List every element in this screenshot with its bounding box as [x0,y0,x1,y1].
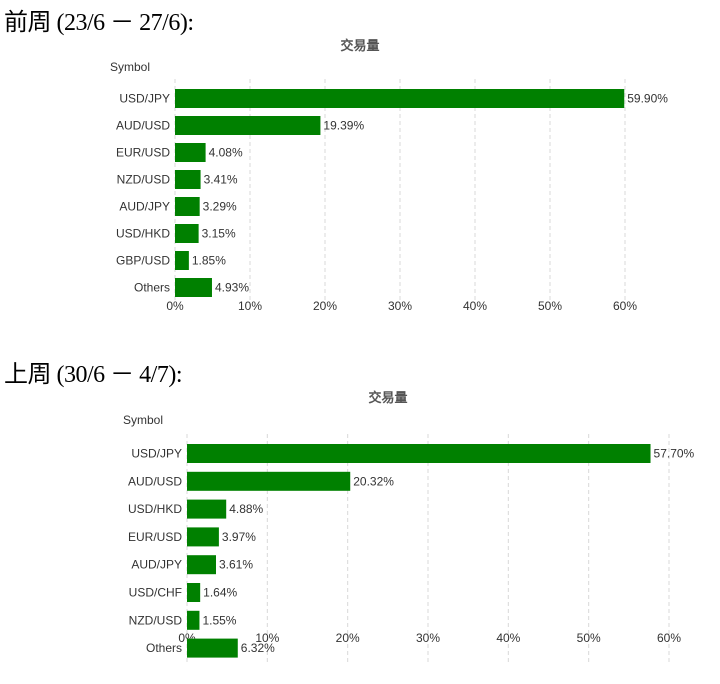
category-label: EUR/USD [116,146,170,160]
category-label: USD/CHF [129,586,182,600]
section-heading-prev-week: 前周 (23/6 － 27/6): [4,10,194,36]
chart-title: 交易量 [340,38,379,53]
bar [175,224,199,243]
bar-value-label: 6.32% [241,641,275,655]
bar-value-label: 3.41% [204,173,238,187]
bar-value-label: 3.61% [219,558,253,572]
category-label: USD/HKD [116,227,170,241]
bar-value-label: 3.97% [222,530,256,544]
x-tick-label: 20% [336,631,360,645]
category-label: NZD/USD [129,613,183,627]
y-axis-label: Symbol [110,60,150,74]
x-tick-label: 40% [463,299,487,313]
x-tick-label: 60% [613,299,637,313]
category-label: USD/HKD [128,502,182,516]
bar [175,143,206,162]
section-heading-last-week: 上周 (30/6 － 4/7): [4,362,183,388]
category-label: NZD/USD [117,173,171,187]
category-label: EUR/USD [128,530,182,544]
chart-title: 交易量 [368,390,407,405]
bar-value-label: 1.55% [202,613,236,627]
x-tick-label: 10% [255,631,279,645]
category-label: AUD/USD [116,119,170,133]
bar [175,251,189,270]
bar [187,499,227,519]
bar [175,116,321,135]
bar [175,197,200,216]
bar-value-label: 20.32% [353,474,394,488]
x-tick-label: 20% [313,299,337,313]
bar-value-label: 1.85% [192,254,226,268]
bar [175,89,625,108]
category-label: Others [134,281,170,295]
y-axis-label: Symbol [123,413,163,427]
category-label: GBP/USD [116,254,170,268]
category-label: AUD/USD [128,474,182,488]
x-tick-label: 50% [577,631,601,645]
category-label: AUD/JPY [119,200,170,214]
x-tick-label: 60% [657,631,681,645]
bar [187,471,351,491]
bar [187,583,201,602]
bar [187,638,238,658]
x-tick-label: 30% [416,631,440,645]
x-tick-label: 50% [538,299,562,313]
bar-value-label: 4.08% [209,146,243,160]
category-label: USD/JPY [119,92,170,106]
x-tick-label: 10% [238,299,262,313]
x-tick-label: 40% [496,631,520,645]
bar [175,170,201,189]
bar-value-label: 4.93% [215,281,249,295]
x-tick-label: 0% [166,299,184,313]
bar [187,555,217,575]
category-label: AUD/JPY [131,558,182,572]
bar [187,610,200,630]
bar-value-label: 1.64% [203,586,237,600]
bar [187,527,219,547]
category-label: USD/JPY [131,447,182,461]
bar [187,444,651,463]
bar-value-label: 3.15% [202,227,236,241]
bar-value-label: 19.39% [323,119,364,133]
bar-value-label: 59.90% [627,92,668,106]
category-label: Others [146,641,182,655]
bar-value-label: 57.70% [654,447,695,461]
trading-volume-chart-prev-week: 0% 10% 20% 30% 40% 50% 60% 交易量 Symbol USD/JPY 59.9… [110,38,668,313]
x-tick-label: 30% [388,299,412,313]
bar [175,278,212,297]
bar-value-label: 4.88% [229,502,263,516]
bar-value-label: 3.29% [203,200,237,214]
